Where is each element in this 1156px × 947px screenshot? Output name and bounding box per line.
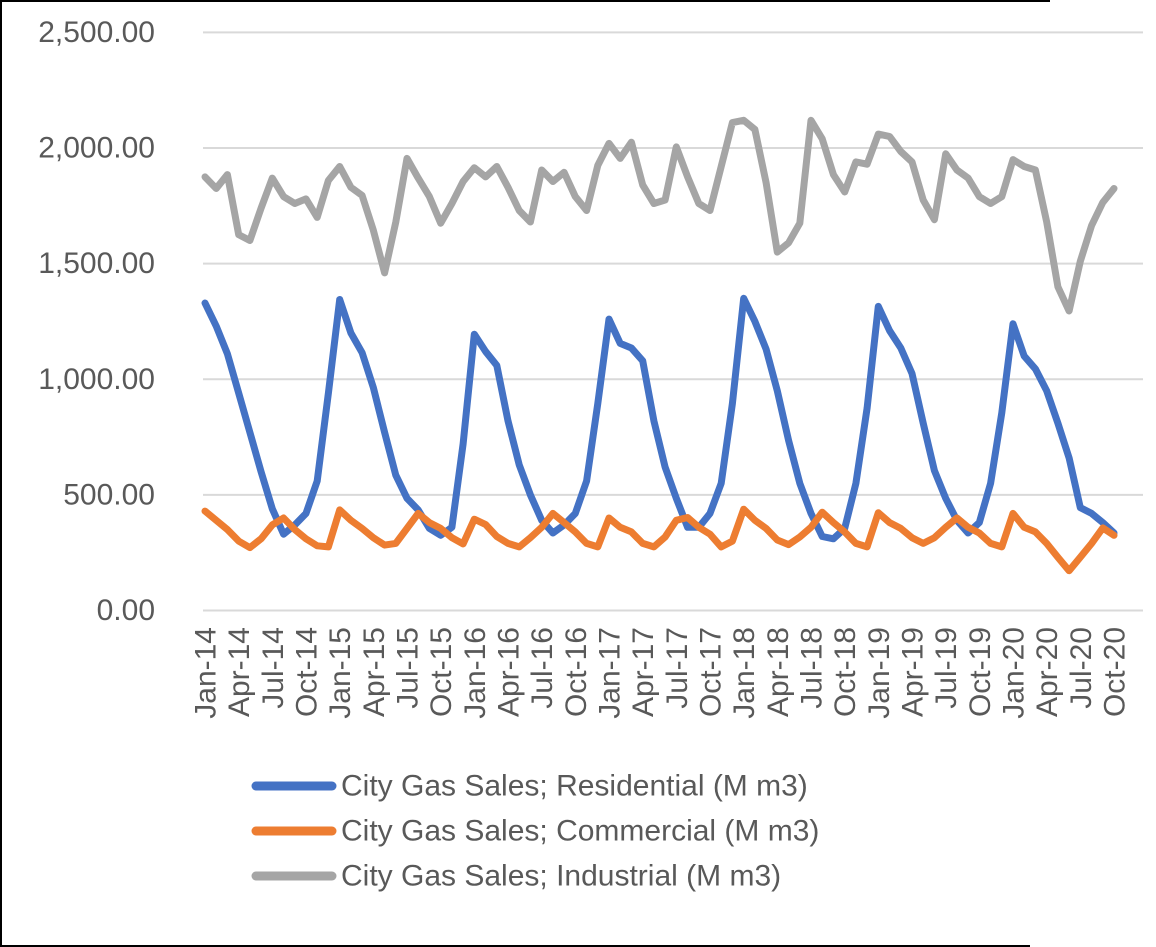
x-tick-label: Jul-15 [392, 627, 425, 709]
x-tick-label: Jan-19 [863, 627, 896, 719]
x-tick-label: Jul-17 [661, 627, 694, 709]
y-tick-label: 1,500.00 [38, 247, 155, 280]
x-tick-label: Oct-19 [964, 627, 997, 717]
x-tick-label: Jan-17 [594, 627, 627, 719]
y-tick-label: 2,000.00 [38, 132, 155, 165]
y-axis-labels: 0.00 500.00 1,000.00 1,500.00 2,000.00 2,500.… [38, 16, 155, 627]
y-tick-label: 2,500.00 [38, 16, 155, 49]
x-tick-label: Jul-14 [257, 627, 290, 709]
x-tick-label: Jul-18 [796, 627, 829, 709]
legend-label-residential: City Gas Sales; Residential (M m3) [341, 770, 808, 803]
legend-item-commercial: City Gas Sales; Commercial (M m3) [251, 815, 819, 848]
edge-borders [0, 0, 1050, 947]
x-tick-label: Jul-19 [930, 627, 963, 709]
legend: City Gas Sales; Residential (M m3) City … [251, 770, 819, 893]
y-tick-label: 500.00 [63, 478, 155, 511]
x-tick-label: Apr-14 [223, 627, 256, 717]
x-axis-labels: Jan-14 Apr-14 Jul-14 Oct-14 Jan-15 Apr-15 Jul-… [190, 627, 1132, 719]
x-tick-label: Oct-18 [829, 627, 862, 717]
x-tick-label: Jan-15 [324, 627, 357, 719]
y-tick-label: 0.00 [97, 594, 155, 627]
series-line-0 [201, 294, 1118, 543]
x-tick-label: Jan-18 [728, 627, 761, 719]
series-line-2 [201, 116, 1118, 315]
x-tick-label: Apr-19 [897, 627, 930, 717]
x-tick-label: Apr-20 [1031, 627, 1064, 717]
x-tick-label: Oct-14 [291, 627, 324, 717]
x-tick-label: Jan-20 [998, 627, 1031, 719]
legend-label-industrial: City Gas Sales; Industrial (M m3) [341, 860, 781, 893]
x-tick-label: Apr-18 [762, 627, 795, 717]
x-tick-label: Apr-16 [493, 627, 526, 717]
x-tick-label: Oct-17 [695, 627, 728, 717]
legend-label-commercial: City Gas Sales; Commercial (M m3) [341, 815, 819, 848]
x-tick-label: Jul-20 [1065, 627, 1098, 709]
x-tick-label: Oct-15 [425, 627, 458, 717]
x-tick-label: Jul-16 [526, 627, 559, 709]
x-tick-label: Jan-14 [190, 627, 223, 719]
series-lines [201, 116, 1118, 575]
legend-item-industrial: City Gas Sales; Industrial (M m3) [251, 860, 781, 893]
legend-item-residential: City Gas Sales; Residential (M m3) [251, 770, 808, 803]
y-tick-label: 1,000.00 [38, 363, 155, 396]
x-tick-label: Apr-17 [627, 627, 660, 717]
x-tick-label: Jan-16 [459, 627, 492, 719]
x-tick-label: Oct-16 [560, 627, 593, 717]
x-tick-label: Oct-20 [1099, 627, 1132, 717]
series-line-1 [201, 505, 1118, 575]
x-tick-label: Apr-15 [358, 627, 391, 717]
